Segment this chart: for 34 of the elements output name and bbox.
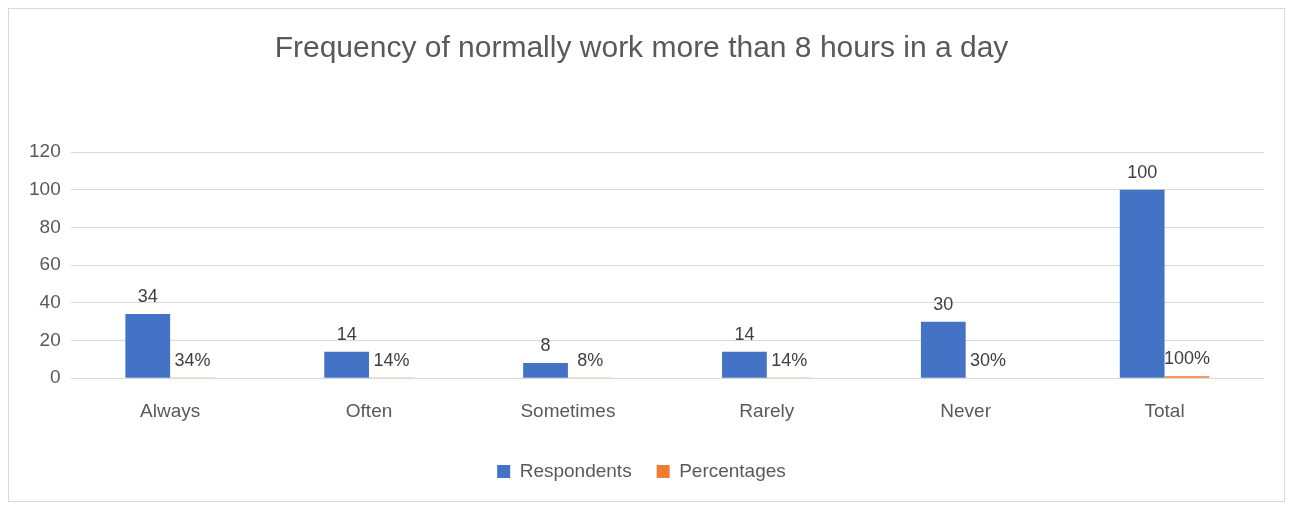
legend-label: Respondents <box>519 459 632 481</box>
y-tick-label: 20 <box>39 328 61 350</box>
data-label: 14 <box>734 323 755 344</box>
bar <box>523 363 568 378</box>
y-tick-label: 40 <box>39 291 61 313</box>
legend-label: Percentages <box>679 459 786 481</box>
x-tick-label: Rarely <box>739 399 795 421</box>
bar <box>1119 189 1165 378</box>
data-label: 30 <box>933 293 954 314</box>
chart-title: Frequency of normally work more than 8 hours in a day <box>274 30 1009 64</box>
data-label: 100 <box>1127 161 1158 182</box>
data-label: 14% <box>771 349 808 370</box>
bar <box>920 321 966 378</box>
data-label: 14 <box>336 323 357 344</box>
x-tick-label: Always <box>140 399 201 421</box>
y-tick-label: 60 <box>39 253 61 275</box>
data-label: 34% <box>174 349 211 370</box>
x-tick-label: Total <box>1144 399 1185 421</box>
data-label: 8% <box>577 350 604 371</box>
bar <box>722 351 767 378</box>
x-tick-label: Sometimes <box>520 399 616 421</box>
y-tick-label: 0 <box>50 366 61 388</box>
bar <box>125 314 171 378</box>
data-label: 30% <box>970 349 1007 370</box>
data-label: 14% <box>373 349 410 370</box>
data-label: 8 <box>540 335 551 356</box>
data-label: 100% <box>1163 348 1210 369</box>
data-label: 34 <box>137 286 158 307</box>
bar <box>324 351 370 378</box>
y-tick-label: 100 <box>29 177 61 199</box>
y-tick-label: 120 <box>29 140 61 162</box>
x-tick-label: Often <box>345 399 393 421</box>
y-tick-label: 80 <box>39 215 61 237</box>
x-tick-label: Never <box>940 399 992 421</box>
